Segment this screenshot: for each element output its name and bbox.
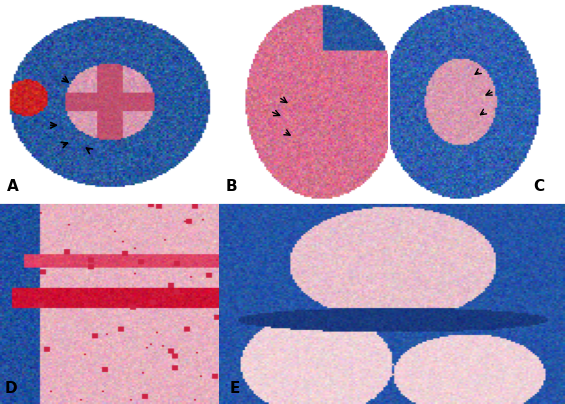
Text: B: B bbox=[226, 179, 238, 194]
Text: A: A bbox=[7, 179, 18, 194]
Text: E: E bbox=[229, 381, 240, 396]
Text: D: D bbox=[5, 381, 17, 396]
Text: C: C bbox=[533, 179, 545, 194]
